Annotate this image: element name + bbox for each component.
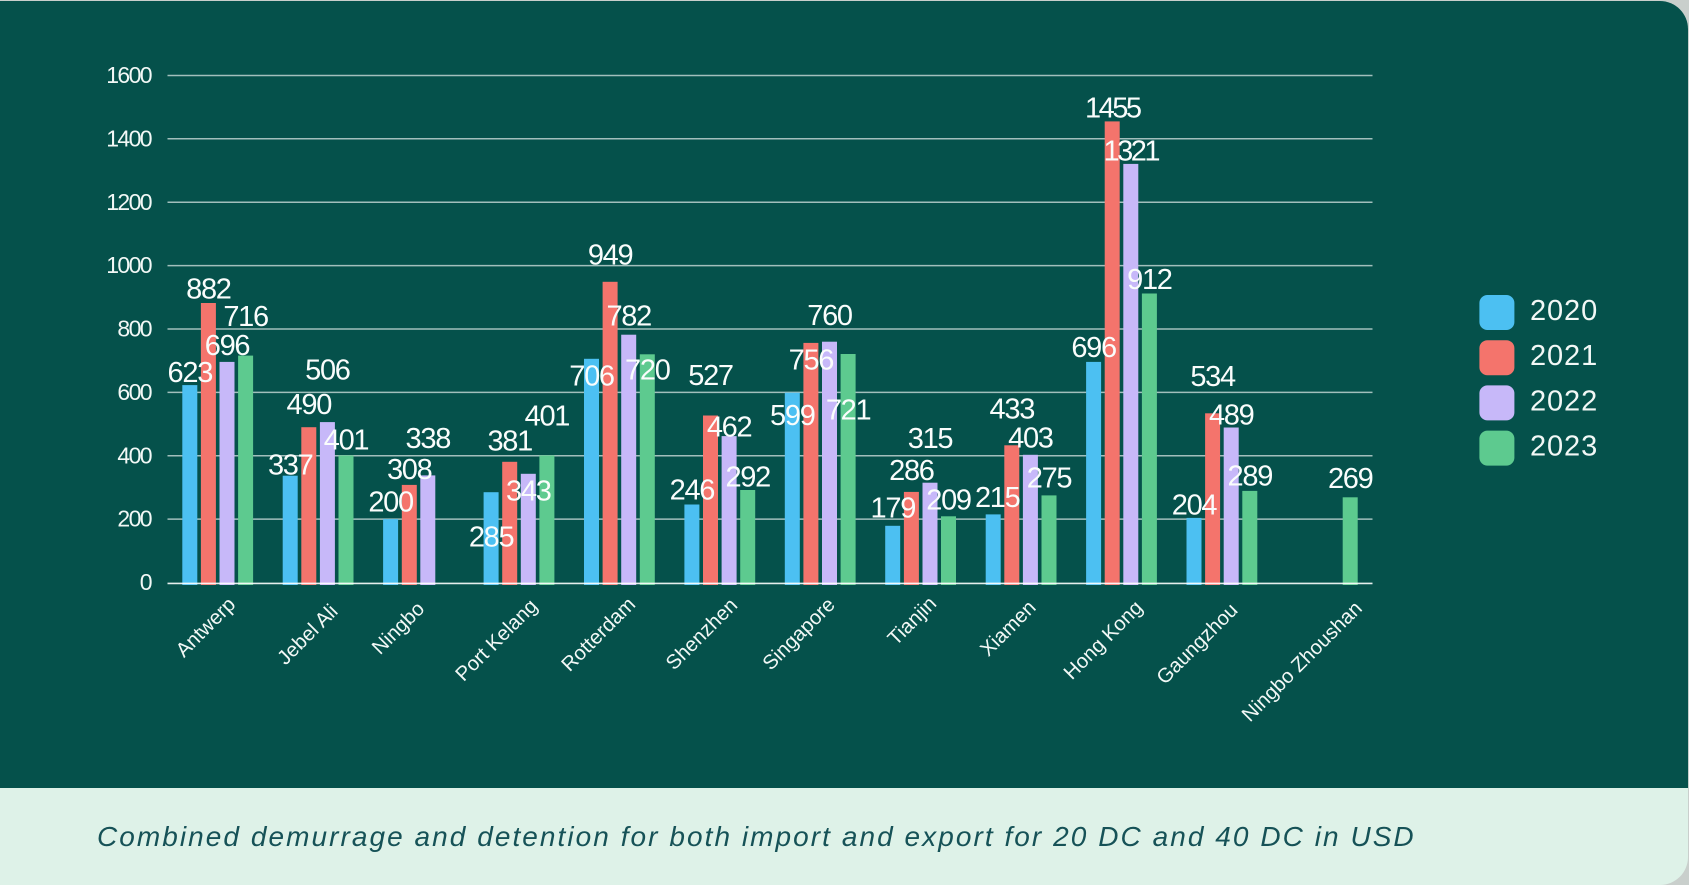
- svg-text:200: 200: [117, 506, 151, 532]
- svg-text:433: 433: [990, 393, 1035, 425]
- svg-text:800: 800: [117, 316, 151, 342]
- svg-text:706: 706: [569, 361, 614, 393]
- svg-text:696: 696: [205, 330, 250, 362]
- svg-text:246: 246: [670, 475, 715, 507]
- svg-text:Hong Kong: Hong Kong: [1060, 597, 1147, 684]
- svg-text:337: 337: [268, 449, 313, 481]
- svg-text:527: 527: [688, 360, 733, 392]
- svg-text:Ningbo Zhoushan: Ningbo Zhoushan: [1238, 597, 1367, 726]
- svg-text:209: 209: [926, 485, 971, 517]
- svg-text:506: 506: [305, 355, 350, 387]
- svg-text:912: 912: [1127, 264, 1172, 296]
- svg-text:2020: 2020: [1530, 295, 1598, 327]
- svg-text:200: 200: [368, 487, 413, 519]
- svg-text:Jebel Ali: Jebel Ali: [273, 600, 342, 669]
- svg-text:490: 490: [287, 389, 332, 421]
- svg-text:623: 623: [168, 357, 213, 389]
- svg-text:Ningbo: Ningbo: [368, 598, 429, 659]
- svg-text:2023: 2023: [1530, 431, 1598, 463]
- svg-text:882: 882: [186, 273, 231, 305]
- svg-text:782: 782: [606, 300, 651, 332]
- svg-text:2022: 2022: [1530, 385, 1598, 417]
- svg-text:Rotterdam: Rotterdam: [558, 593, 641, 676]
- svg-text:Singapore: Singapore: [759, 594, 840, 675]
- svg-text:338: 338: [406, 423, 451, 455]
- svg-text:489: 489: [1209, 399, 1254, 431]
- svg-text:401: 401: [525, 400, 570, 432]
- svg-text:1200: 1200: [106, 189, 152, 215]
- svg-text:720: 720: [625, 355, 670, 387]
- svg-text:1455: 1455: [1085, 93, 1141, 125]
- svg-text:269: 269: [1328, 463, 1373, 495]
- svg-text:Antwerp: Antwerp: [172, 594, 240, 662]
- svg-text:Xiamen: Xiamen: [976, 597, 1040, 661]
- svg-text:292: 292: [725, 462, 770, 494]
- svg-text:343: 343: [506, 475, 551, 507]
- svg-text:215: 215: [975, 482, 1020, 514]
- svg-text:285: 285: [469, 521, 514, 553]
- svg-text:275: 275: [1027, 462, 1072, 494]
- svg-text:400: 400: [117, 442, 151, 468]
- svg-text:401: 401: [324, 424, 369, 456]
- svg-text:Gaungzhou: Gaungzhou: [1153, 599, 1243, 689]
- svg-text:315: 315: [908, 423, 953, 455]
- svg-text:716: 716: [223, 301, 268, 333]
- svg-text:Shenzhen: Shenzhen: [662, 594, 742, 674]
- svg-text:534: 534: [1190, 361, 1236, 393]
- svg-text:286: 286: [889, 455, 934, 487]
- svg-text:Port Kelang: Port Kelang: [452, 595, 542, 685]
- svg-text:403: 403: [1008, 422, 1053, 454]
- svg-text:Tianjin: Tianjin: [884, 593, 941, 650]
- svg-text:462: 462: [707, 412, 752, 444]
- svg-text:756: 756: [789, 344, 834, 376]
- svg-text:1400: 1400: [106, 125, 152, 151]
- svg-text:1321: 1321: [1104, 136, 1160, 168]
- svg-text:760: 760: [807, 300, 852, 332]
- svg-text:721: 721: [826, 394, 871, 426]
- svg-text:599: 599: [770, 400, 815, 432]
- svg-text:308: 308: [387, 454, 432, 486]
- svg-text:600: 600: [117, 379, 151, 405]
- svg-text:0: 0: [140, 569, 152, 595]
- svg-text:204: 204: [1172, 490, 1218, 522]
- svg-text:949: 949: [588, 239, 633, 271]
- svg-text:1600: 1600: [106, 62, 152, 88]
- svg-text:289: 289: [1228, 461, 1273, 493]
- svg-text:1000: 1000: [106, 252, 152, 278]
- svg-text:381: 381: [487, 426, 532, 458]
- svg-text:179: 179: [871, 492, 916, 524]
- svg-text:2021: 2021: [1530, 340, 1598, 372]
- svg-text:696: 696: [1071, 332, 1116, 364]
